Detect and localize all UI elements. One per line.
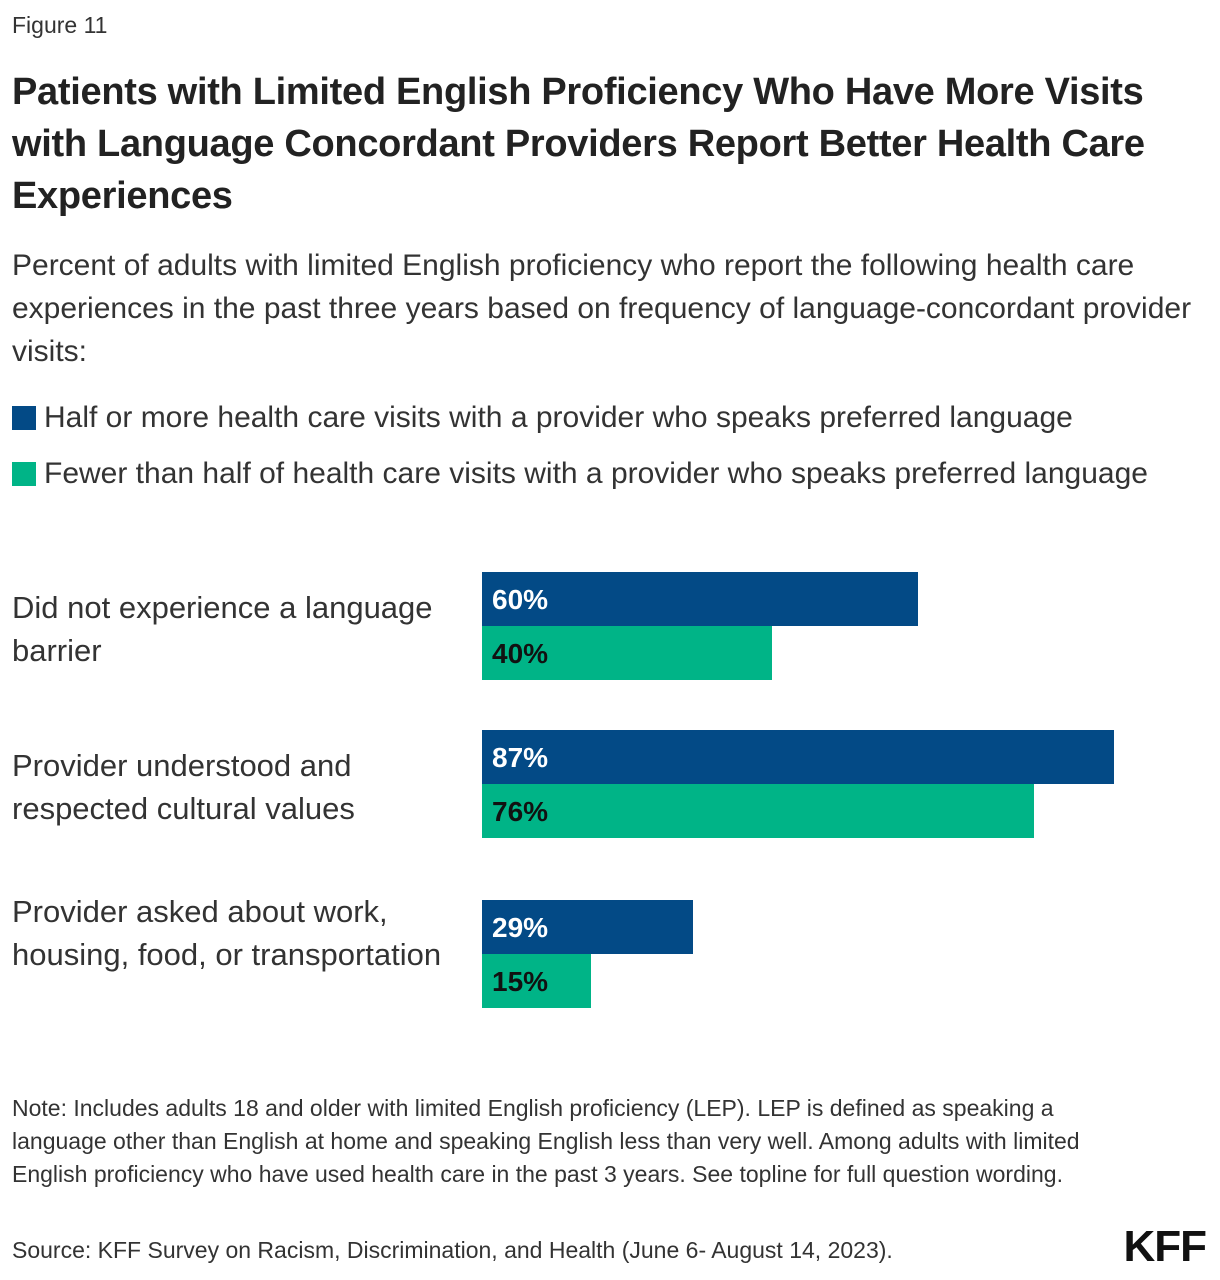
legend-swatch-series-2 [12,462,36,486]
kff-logo: KFF [1123,1222,1207,1271]
category-label: Provider asked about work, housing, food… [12,894,442,972]
data-label-series-2: 40% [492,638,549,669]
data-label-series-1: 60% [492,584,549,615]
legend: Half or more health care visits with a p… [12,392,1212,500]
chart-title: Patients with Limited English Proficienc… [12,71,1145,217]
bar-series-2 [482,626,773,680]
data-label-series-2: 15% [492,966,549,997]
legend-label-series-1: Half or more health care visits with a p… [44,401,1073,434]
bar-series-1 [482,730,1114,784]
legend-item-series-1: Half or more health care visits with a p… [12,392,1212,444]
data-label-series-1: 87% [492,742,549,773]
bar-series-2 [482,784,1034,838]
category-label: Provider understood and respected cultur… [12,748,355,826]
bar-series-1 [482,900,693,954]
legend-item-series-2: Fewer than half of health care visits wi… [12,448,1212,500]
legend-label-series-2: Fewer than half of health care visits wi… [44,457,1148,490]
chart-note: Note: Includes adults 18 and older with … [12,1095,1080,1187]
chart-subtitle: Percent of adults with limited English p… [12,249,1192,368]
legend-swatch-series-1 [12,406,36,430]
bar-series-2 [482,954,591,1008]
bar-chart: Did not experience a language barrier 60%… [0,560,1220,1030]
data-label-series-1: 29% [492,912,549,943]
bar-series-1 [482,572,918,626]
data-label-series-2: 76% [492,796,549,827]
chart-source: Source: KFF Survey on Racism, Discrimina… [12,1237,893,1263]
category-label: Did not experience a language barrier [12,590,433,668]
figure-label: Figure 11 [12,12,108,38]
